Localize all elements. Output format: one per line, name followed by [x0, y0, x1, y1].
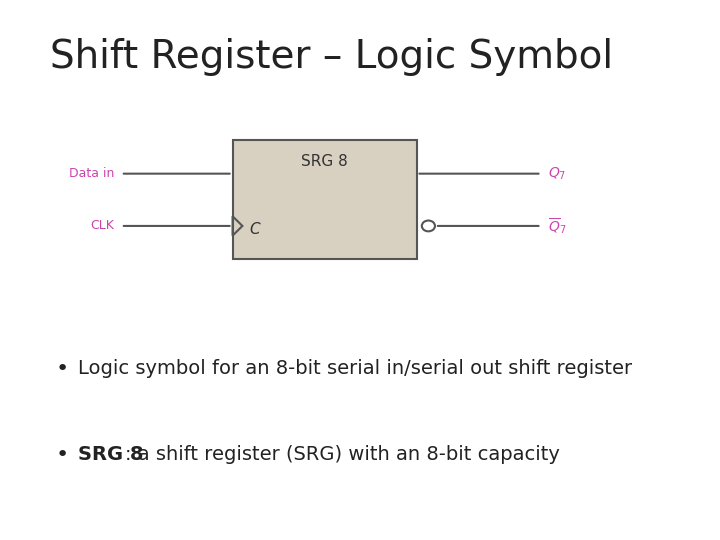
Text: $\overline{Q}_7$: $\overline{Q}_7$ [548, 216, 567, 236]
Text: CLK: CLK [91, 219, 114, 232]
Circle shape [422, 220, 435, 231]
Text: Shift Register – Logic Symbol: Shift Register – Logic Symbol [50, 38, 613, 76]
Text: •: • [55, 446, 68, 465]
Text: Logic symbol for an 8-bit serial in/serial out shift register: Logic symbol for an 8-bit serial in/seri… [78, 359, 632, 378]
Text: Data in: Data in [69, 167, 114, 180]
FancyBboxPatch shape [233, 140, 417, 259]
Text: : a shift register (SRG) with an 8-bit capacity: : a shift register (SRG) with an 8-bit c… [125, 446, 560, 464]
Text: •: • [55, 359, 68, 379]
Text: SRG 8: SRG 8 [78, 446, 143, 464]
Text: $C$: $C$ [249, 221, 261, 238]
Text: SRG 8: SRG 8 [301, 154, 348, 169]
Text: $Q_7$: $Q_7$ [548, 165, 567, 182]
